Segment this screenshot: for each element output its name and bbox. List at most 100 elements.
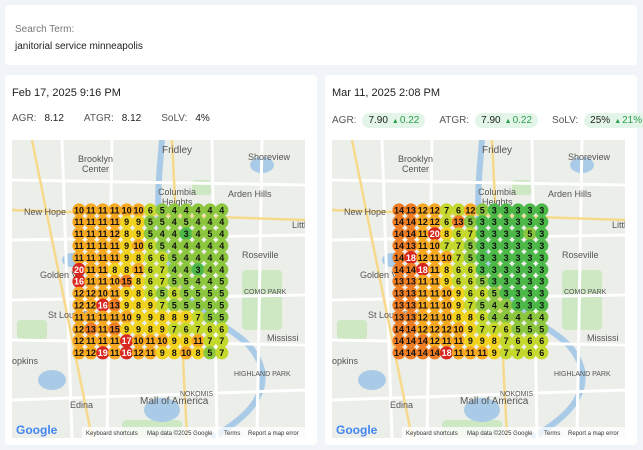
rank-pin — [120, 203, 134, 217]
map-label: Columbia — [478, 187, 516, 197]
rank-pin — [416, 203, 430, 217]
highway — [490, 140, 509, 438]
rank-value: 3 — [504, 289, 509, 299]
rank-value: 5 — [515, 324, 520, 334]
rank-pin — [131, 227, 146, 241]
map-label: Edina — [390, 400, 413, 410]
rank-value: 11 — [98, 253, 108, 263]
rank-value: 3 — [515, 301, 520, 311]
rank-value: 12 — [74, 336, 84, 346]
rank-pin — [131, 310, 146, 324]
rank-pin — [167, 298, 181, 312]
rank-pin — [487, 334, 501, 348]
rank-value: 12 — [86, 301, 96, 311]
rank-value: 6 — [148, 205, 153, 215]
rank-pin — [404, 239, 418, 253]
rank-value: 9 — [124, 289, 129, 299]
metric-change-value: 0.22 — [512, 115, 533, 126]
rank-pin — [96, 215, 110, 229]
rank-pin — [155, 274, 169, 288]
rank-value: 3 — [515, 205, 520, 215]
rank-pin — [84, 286, 98, 300]
rank-pin — [511, 262, 525, 277]
rank-value: 16 — [74, 277, 84, 287]
rank-value: 6 — [207, 324, 212, 334]
rank-value: 15 — [110, 324, 120, 334]
rank-pin — [463, 322, 477, 336]
park — [242, 270, 282, 330]
map-label: Edina — [70, 400, 93, 410]
rank-pin — [167, 346, 181, 360]
rank-pin — [440, 322, 454, 336]
rank-value: 9 — [124, 241, 129, 251]
attribution: Map data ©2025 Google — [467, 430, 533, 437]
rank-pin — [499, 298, 513, 312]
rank-pin — [120, 274, 134, 288]
rank-value: 3 — [492, 241, 497, 251]
rank-pin — [203, 346, 217, 360]
metric-label: ATGR: — [439, 115, 470, 126]
rank-value: 8 — [160, 312, 165, 322]
rank-value: 7 — [195, 312, 200, 322]
rank-pin — [203, 203, 217, 217]
rank-value: 12 — [74, 301, 84, 311]
rank-pin — [155, 215, 169, 229]
road — [60, 140, 74, 438]
date: Feb 17, 2025 9:16 PM — [12, 87, 121, 99]
rank-value: 13 — [394, 277, 404, 287]
rank-value: 4 — [207, 265, 212, 275]
rank-pin — [428, 203, 442, 217]
rank-value: 6 — [527, 336, 532, 346]
rank-pin — [451, 239, 466, 253]
rank-value: 11 — [98, 241, 108, 251]
rank-value: 12 — [465, 205, 475, 215]
rank-value: 5 — [184, 217, 189, 227]
rank-pin — [451, 346, 466, 360]
rank-value: 13 — [394, 289, 404, 299]
rank-value: 6 — [456, 277, 461, 287]
map-label: opkins — [332, 356, 359, 366]
rank-value: 3 — [492, 217, 497, 227]
rank-value: 3 — [504, 265, 509, 275]
metric-change: ▲0.22 — [505, 115, 532, 126]
rank-value: 4 — [184, 253, 189, 263]
rank-value: 6 — [456, 229, 461, 239]
rank-pin — [120, 334, 134, 348]
rank-pin — [440, 274, 454, 288]
rank-value: 10 — [442, 253, 452, 263]
rank-value: 4 — [504, 312, 509, 322]
rank-value: 4 — [539, 312, 544, 322]
rank-value: 5 — [480, 205, 485, 215]
rank-value: 17 — [122, 336, 132, 346]
rank-value: 20 — [74, 265, 84, 275]
rank-value: 9 — [124, 253, 129, 263]
rank-value: 11 — [478, 348, 488, 358]
rank-pin — [416, 239, 430, 253]
rank-value: 10 — [181, 348, 191, 358]
rank-value: 6 — [480, 289, 485, 299]
rank-value: 18 — [442, 348, 452, 358]
rank-pin — [404, 298, 418, 312]
rank-value: 5 — [480, 277, 485, 287]
rank-pin — [131, 215, 146, 229]
rank-value: 4 — [219, 217, 224, 227]
rank-pin — [463, 334, 477, 348]
rank-pin — [143, 262, 157, 277]
rank-value: 3 — [504, 253, 509, 263]
rank-pin — [179, 274, 193, 288]
rank-value: 14 — [406, 265, 416, 275]
rank-pin — [179, 322, 193, 336]
rank-value: 13 — [406, 205, 416, 215]
rank-value: 10 — [157, 336, 167, 346]
rank-value: 7 — [492, 324, 497, 334]
metric-value: 7.90 — [481, 115, 501, 126]
rank-value: 6 — [527, 348, 532, 358]
road — [12, 388, 305, 402]
search-label: Search Term: — [15, 24, 75, 35]
map-label: Heights — [162, 197, 193, 207]
rank-value: 11 — [146, 336, 156, 346]
rank-pin — [392, 334, 406, 348]
metric-pill: 7.90 ▲0.22 — [362, 113, 426, 128]
rank-pin — [404, 322, 418, 336]
rank-value: 5 — [527, 324, 532, 334]
